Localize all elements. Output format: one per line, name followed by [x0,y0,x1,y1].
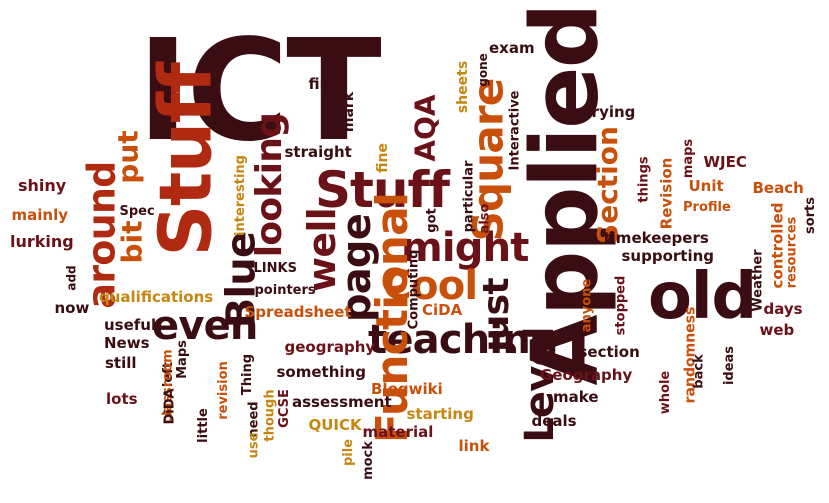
word-sorts: sorts [802,196,818,234]
word-exam: exam [489,38,535,57]
word-stuff: Stuff [315,161,450,219]
word-use: use [246,432,262,458]
word-cida: CiDA [422,300,463,319]
word-gone: gone [475,53,490,87]
word-sheets: sheets [455,60,472,114]
word-links: LINKS [253,260,297,276]
word-well: well [299,208,344,292]
word-trying: trying [584,102,636,121]
word-stopped: stopped [613,275,629,335]
word-geography: geography [284,337,376,356]
word-maps: maps [680,138,696,178]
word-find: find [308,74,342,93]
word-spreadsheet: Spreadsheet [244,302,352,321]
word-supporting: supporting [621,246,715,265]
word-web: web [759,320,795,339]
word-lots: lots [106,389,138,408]
word-anyone: anyone [579,278,595,332]
word-starting: starting [406,404,474,423]
word-things: things [636,155,652,203]
word-even: even [152,303,258,349]
word-wjec: WJEC [703,152,747,171]
word-shiny: shiny [18,176,67,195]
word-unit: Unit [688,176,724,195]
word-though: though [262,388,278,442]
word-mock: mock [360,440,376,480]
word-news: News [104,333,150,352]
word-little: little [195,407,211,443]
word-old: old [648,260,757,334]
word-revision: revision [215,360,231,420]
word-section: Section [590,126,624,244]
word-qualifications: qualifications [99,287,214,306]
word-stuff: Stuff [142,63,227,257]
word-revision: Revision [657,157,676,229]
word-still: still [105,353,137,372]
word-aqa: AQA [408,94,442,162]
word-section: section [578,342,640,361]
word-pile: pile [340,438,356,466]
word-something: something [276,362,366,381]
word-thing: Thing [239,353,255,395]
word-fine: fine [374,143,391,173]
word-geography: Geography [540,365,633,384]
word-material: material [362,422,434,441]
word-timekeepers: timekeepers [603,228,709,247]
word-mainly: mainly [11,205,69,224]
word-straight: straight [284,142,352,161]
word-interactive: Interactive [507,90,523,170]
word-interesting: interesting [232,154,248,236]
word-just: just [475,278,517,352]
word-controlled: controlled [768,202,787,288]
word-now: now [54,298,90,317]
word-also: also [477,203,493,233]
word-link: link [458,436,490,455]
word-cool: Cool [382,263,479,309]
word-beach: Beach [752,178,804,197]
word-quick: QUICK [308,415,362,434]
word-spec: Spec [119,203,155,219]
word-teaching: teaching [368,317,559,363]
word-resources: resources [784,216,800,288]
word-dida: DiDA [162,387,178,425]
word-pointers: pointers [254,282,316,298]
word-blogwiki: Blogwiki [371,379,443,398]
word-gcse: GCSE [276,388,292,428]
word-got: got [424,207,440,233]
word-deals: deals [531,411,577,430]
word-lurking: lurking [10,232,74,251]
word-bit: bit [115,220,149,264]
word-looking: looking [249,112,291,258]
word-put: put [111,130,145,184]
word-make: make [553,387,599,406]
word-whole: whole [657,370,673,414]
word-particular: particular [461,160,477,232]
word-ict: ICT [137,10,382,173]
word-assessment: assessment [292,392,392,411]
word-mark: mark [341,91,358,133]
word-computing: Computing [406,249,422,329]
word-days: days [763,299,803,318]
word-add: add [64,265,79,291]
word-useful: useful [104,315,157,334]
word-ideas: ideas [721,345,737,385]
word-profile: Profile [683,199,731,215]
word-maps: Maps [174,339,190,379]
word-back: back [691,353,707,389]
word-might: might [401,225,529,271]
